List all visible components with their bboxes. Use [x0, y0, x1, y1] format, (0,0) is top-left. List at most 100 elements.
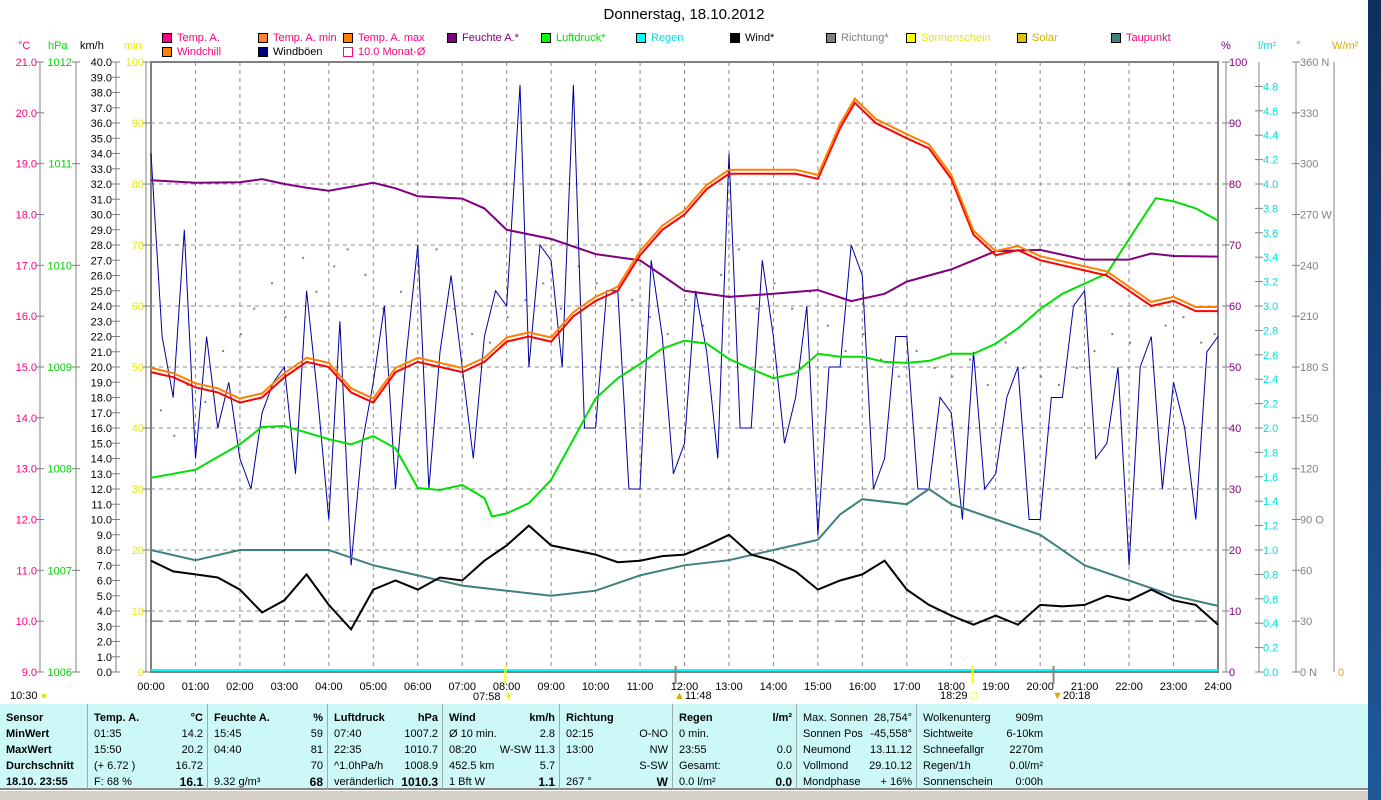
- direction-dot: [382, 307, 385, 310]
- stats-label: Neumond: [803, 744, 851, 756]
- x-tick-label: 20:00: [1026, 681, 1054, 693]
- wind-axis-tick-label: 27.0: [91, 255, 112, 267]
- sunrise-marker: 07:58 ☀: [473, 690, 513, 703]
- legend-item[interactable]: Taupunkt: [1111, 32, 1171, 44]
- x-tick-label: 19:00: [982, 681, 1010, 693]
- stats-row: Wolkenunterg 909m: [923, 710, 1043, 726]
- temp-axis-tick-label: 15.0: [16, 362, 37, 374]
- stats-label: 13:00: [566, 744, 594, 756]
- stats-value: -45,558°: [870, 728, 912, 740]
- moonrise-time: 11:48: [684, 690, 712, 702]
- wind-axis-tick-label: 13.0: [91, 469, 112, 481]
- x-tick-label: 10:00: [582, 681, 610, 693]
- direction-dot: [862, 333, 865, 336]
- stats-row: Sensor: [6, 710, 83, 726]
- legend-item[interactable]: Sonnenschein: [906, 32, 991, 44]
- stats-value: 909m: [1015, 712, 1043, 724]
- wind-axis-tick-label: 5.0: [97, 591, 112, 603]
- rain-axis-tick-label: 0.8: [1263, 569, 1278, 581]
- stats-row: 23:55 0.0: [679, 742, 792, 758]
- wind-axis-tick-label: 24.0: [91, 301, 112, 313]
- temp-axis-tick-label: 10.0: [16, 616, 37, 628]
- stats-label: 01:35: [94, 728, 122, 740]
- stats-value: km/h: [529, 712, 555, 724]
- stats-row: Vollmond 29.10.12: [803, 758, 912, 774]
- legend-swatch-icon: [343, 47, 353, 57]
- rain-axis-tick-label: 3.6: [1263, 228, 1278, 240]
- stats-label: (+ 6.72 ): [94, 760, 136, 772]
- legend-item[interactable]: Wind*: [730, 32, 774, 44]
- stats-label: Regen/1h: [923, 760, 971, 772]
- stats-value: 0.0: [776, 760, 792, 772]
- legend-item[interactable]: Temp. A. max: [343, 32, 425, 44]
- legend-item[interactable]: Temp. A. min: [258, 32, 337, 44]
- legend-item[interactable]: Solar: [1017, 32, 1058, 44]
- direction-axis-tick-label: 300: [1300, 159, 1318, 171]
- stats-label: Sichtweite: [923, 728, 974, 740]
- stats-column: Luftdruck hPa 07:40 1007.2 22:35 1010.7 ^1.0hP…: [328, 704, 443, 790]
- direction-dot: [1093, 350, 1096, 353]
- direction-dot: [333, 265, 336, 268]
- direction-dot: [159, 409, 162, 412]
- stats-column: Sensor MinWert MaxWert Durchschnitt 18.10. 2…: [0, 704, 88, 790]
- stats-row: 01:35 14.2: [94, 726, 203, 742]
- legend-item[interactable]: Richtung*: [826, 32, 889, 44]
- legend-item[interactable]: Regen: [636, 32, 683, 44]
- pressure-axis-tick-label: 1008: [48, 464, 72, 476]
- legend-item[interactable]: Luftdruck*: [541, 32, 606, 44]
- stats-column: Feuchte A.% 15:45 59 04:40 81 70 9.32 g/m³ 68: [208, 704, 328, 790]
- sunset-marker: 18:29 □: [940, 690, 977, 702]
- wind-axis-tick-label: 12.0: [91, 484, 112, 496]
- stats-label: Feuchte A.: [214, 712, 270, 724]
- stats-value: 0.0l/m²: [1009, 760, 1043, 772]
- wind-axis-tick-label: 34.0: [91, 149, 112, 161]
- wind-axis-tick-label: 38.0: [91, 88, 112, 100]
- stats-label: Ø 10 min.: [449, 728, 497, 740]
- sun-axis-tick-label: 30: [132, 484, 144, 496]
- stats-row: (+ 6.72 ) 16.72: [94, 758, 203, 774]
- stats-row: Wind km/h: [449, 710, 555, 726]
- direction-dot: [826, 324, 829, 327]
- x-tick-label: 06:00: [404, 681, 432, 693]
- legend-item[interactable]: Feuchte A.*: [447, 32, 519, 44]
- stats-row: Neumond 13.11.12: [803, 742, 912, 758]
- stats-value: 5.7: [539, 760, 555, 772]
- moonrise-icon: ▲: [674, 690, 685, 702]
- stats-label: Temp. A.: [94, 712, 140, 724]
- wind-axis-tick-label: 23.0: [91, 316, 112, 328]
- x-tick-label: 18:00: [937, 681, 965, 693]
- stats-row: 9.32 g/m³ 68: [214, 774, 323, 790]
- stats-value: 1010.7: [404, 744, 438, 756]
- x-tick-label: 17:00: [893, 681, 921, 693]
- legend-item[interactable]: Windböen: [258, 46, 323, 58]
- stats-row: Feuchte A.%: [214, 710, 323, 726]
- pressure-axis-tick-label: 1010: [48, 260, 72, 272]
- sun-axis-tick-label: 90: [132, 118, 144, 130]
- stats-value: S-SW: [639, 760, 668, 772]
- stats-row: Sonnen Pos -45,558°: [803, 726, 912, 742]
- stats-value: 1007.2: [404, 728, 438, 740]
- stats-value: O-NO: [639, 728, 668, 740]
- direction-dot: [933, 367, 936, 369]
- humidity-axis-tick-label: 90: [1229, 118, 1241, 130]
- status-bar: [0, 790, 1368, 800]
- legend-item[interactable]: Windchill: [162, 46, 221, 58]
- rain-axis-tick-label: 1.4: [1263, 496, 1278, 508]
- series-line-feuchte-a: [150, 178, 1219, 303]
- direction-dot: [897, 375, 900, 378]
- legend-item[interactable]: 10.0 Monat-Ø: [343, 46, 425, 58]
- humidity-axis-tick-label: 60: [1229, 301, 1241, 313]
- stats-value: l/m²: [772, 712, 792, 724]
- wind-axis-tick-label: 16.0: [91, 423, 112, 435]
- direction-dot: [1111, 333, 1114, 336]
- wind-axis-tick-label: 18.0: [91, 393, 112, 405]
- direction-dot: [915, 350, 918, 353]
- x-tick-label: 15:00: [804, 681, 832, 693]
- x-tick-label: 14:00: [760, 681, 788, 693]
- stats-row: Max. Sonnen 28,754°: [803, 710, 912, 726]
- x-tick-label: 11:00: [627, 681, 654, 693]
- direction-dot: [560, 307, 563, 310]
- humidity-axis-tick-label: 30: [1229, 484, 1241, 496]
- direction-dot: [346, 248, 349, 251]
- legend-item[interactable]: Temp. A.: [162, 32, 220, 44]
